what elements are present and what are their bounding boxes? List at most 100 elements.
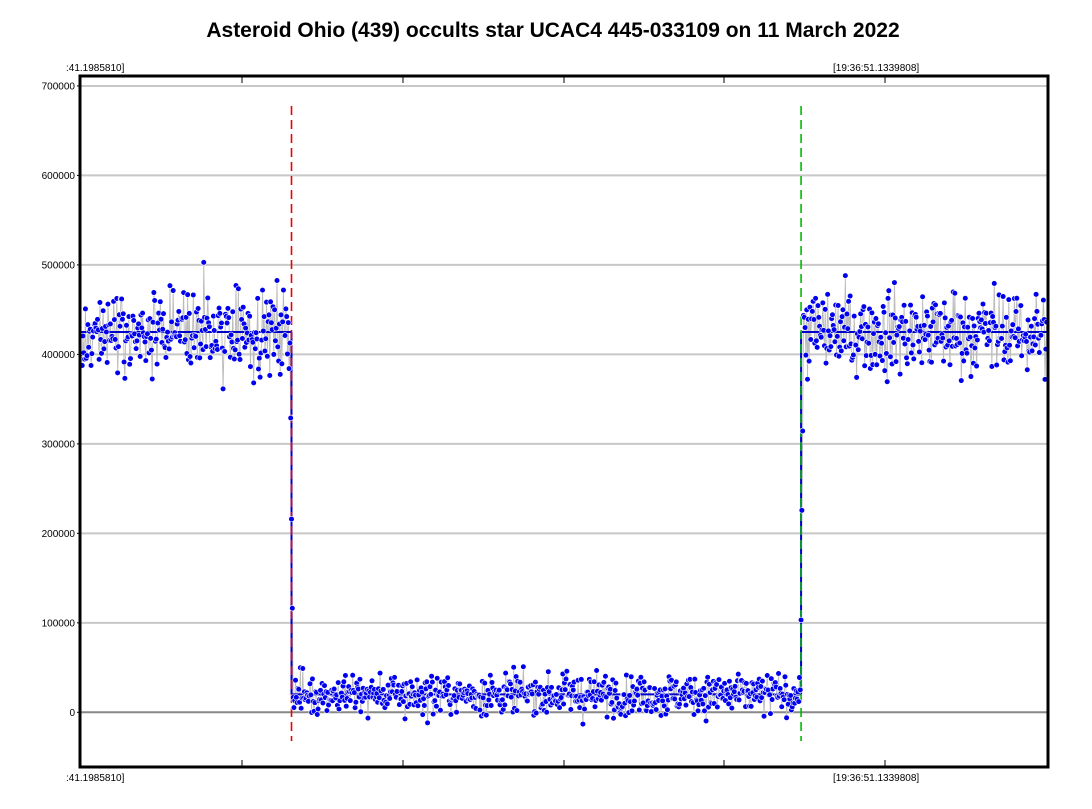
data-point (352, 699, 360, 706)
data-point (187, 359, 194, 367)
data-point (1012, 334, 1019, 341)
data-point (812, 295, 819, 302)
data-point (236, 351, 243, 358)
data-point (445, 682, 452, 689)
data-point (908, 349, 915, 357)
data-point (240, 304, 247, 311)
data-point (335, 706, 343, 713)
data-point (591, 678, 598, 685)
data-point (430, 711, 437, 718)
data-point (186, 310, 193, 317)
data-point (839, 313, 846, 320)
data-point (200, 259, 207, 266)
data-point (118, 295, 125, 303)
data-point (819, 299, 826, 306)
data-point (904, 360, 911, 367)
data-point (843, 310, 851, 318)
data-point (224, 305, 232, 312)
data-point (556, 704, 563, 711)
data-point (781, 696, 788, 703)
data-point (235, 285, 242, 292)
data-point (289, 605, 296, 612)
data-point (162, 354, 170, 361)
data-point (901, 340, 909, 348)
data-point (1033, 308, 1041, 315)
data-point (272, 337, 279, 344)
time-label-bottom-right: [19:36:51.1339808] (833, 773, 919, 784)
data-point (166, 345, 173, 352)
data-point (508, 694, 515, 701)
data-point (767, 710, 774, 717)
data-point (653, 706, 660, 713)
data-point (139, 309, 146, 317)
data-point (782, 682, 789, 689)
data-point (941, 299, 948, 307)
data-point (1018, 352, 1025, 359)
data-point (196, 354, 203, 361)
data-point (168, 318, 175, 325)
data-point (175, 308, 182, 315)
data-point (781, 673, 789, 680)
grid-lines (81, 84, 1047, 714)
data-point (157, 298, 164, 305)
data-point (676, 701, 683, 708)
data-point (434, 675, 441, 682)
data-point (971, 344, 979, 352)
data-point (123, 322, 130, 329)
data-point (558, 694, 565, 701)
data-point (1013, 295, 1020, 302)
data-point (905, 336, 912, 343)
y-tick-label: 200000 (42, 529, 76, 540)
data-point (456, 680, 463, 688)
data-point (806, 358, 813, 365)
data-point (252, 329, 260, 336)
data-point (264, 353, 271, 360)
data-point (231, 355, 238, 363)
data-point (190, 291, 197, 299)
data-point (535, 691, 542, 698)
data-point (1005, 296, 1012, 303)
data-point (513, 707, 521, 714)
data-point (298, 705, 305, 712)
data-point (1006, 342, 1013, 349)
data-point (1009, 321, 1016, 328)
data-point (715, 676, 723, 683)
data-point (133, 337, 141, 344)
data-point (847, 292, 854, 300)
data-point (928, 359, 935, 366)
data-point (290, 704, 298, 711)
data-point (651, 685, 658, 692)
data-point (804, 376, 811, 383)
data-point (796, 674, 803, 681)
data-point (901, 302, 908, 309)
data-point (293, 694, 300, 701)
data-point (628, 673, 635, 680)
data-point (919, 293, 926, 300)
data-point (962, 295, 969, 302)
data-point (829, 311, 836, 318)
data-point (608, 699, 616, 706)
data-point (891, 279, 898, 286)
data-point (918, 359, 925, 366)
data-point (974, 336, 981, 344)
data-point (545, 668, 552, 675)
data-point (903, 354, 910, 361)
data-point (127, 355, 134, 362)
y-tick-label: 600000 (42, 171, 76, 182)
data-point (859, 335, 866, 342)
data-point (759, 678, 766, 685)
data-point (917, 328, 924, 335)
data-point (347, 697, 354, 704)
data-point (892, 358, 900, 365)
data-point (826, 332, 834, 339)
data-point (1029, 347, 1036, 354)
data-point (252, 345, 259, 352)
data-point (414, 702, 421, 709)
data-point (1017, 302, 1024, 309)
data-point (939, 335, 946, 342)
data-point (813, 337, 820, 344)
data-point (228, 331, 235, 338)
data-point (278, 360, 285, 367)
data-point (714, 703, 721, 711)
data-point (880, 303, 887, 310)
